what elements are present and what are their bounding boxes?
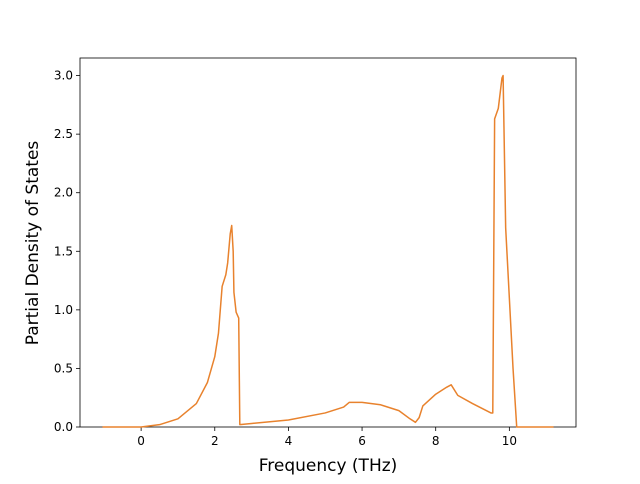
y-tick-label: 1.5 (54, 244, 73, 258)
y-tick-label: 0.0 (54, 420, 73, 434)
x-tick-label: 10 (502, 434, 517, 448)
y-tick-label: 2.0 (54, 186, 73, 200)
data-line (102, 74, 554, 428)
y-tick-label: 0.5 (54, 361, 73, 375)
x-tick-label: 8 (432, 434, 440, 448)
y-axis-label: Partial Density of States (23, 141, 43, 346)
y-tick-label: 2.5 (54, 127, 73, 141)
x-tick-label: 2 (211, 434, 219, 448)
plot-frame (79, 57, 577, 428)
y-tick-label: 1.0 (54, 303, 73, 317)
y-tick-label: 3.0 (54, 69, 73, 83)
x-tick-label: 4 (285, 434, 293, 448)
x-axis-label: Frequency (THz) (259, 456, 398, 476)
x-tick-label: 0 (137, 434, 145, 448)
x-tick-label: 6 (358, 434, 366, 448)
